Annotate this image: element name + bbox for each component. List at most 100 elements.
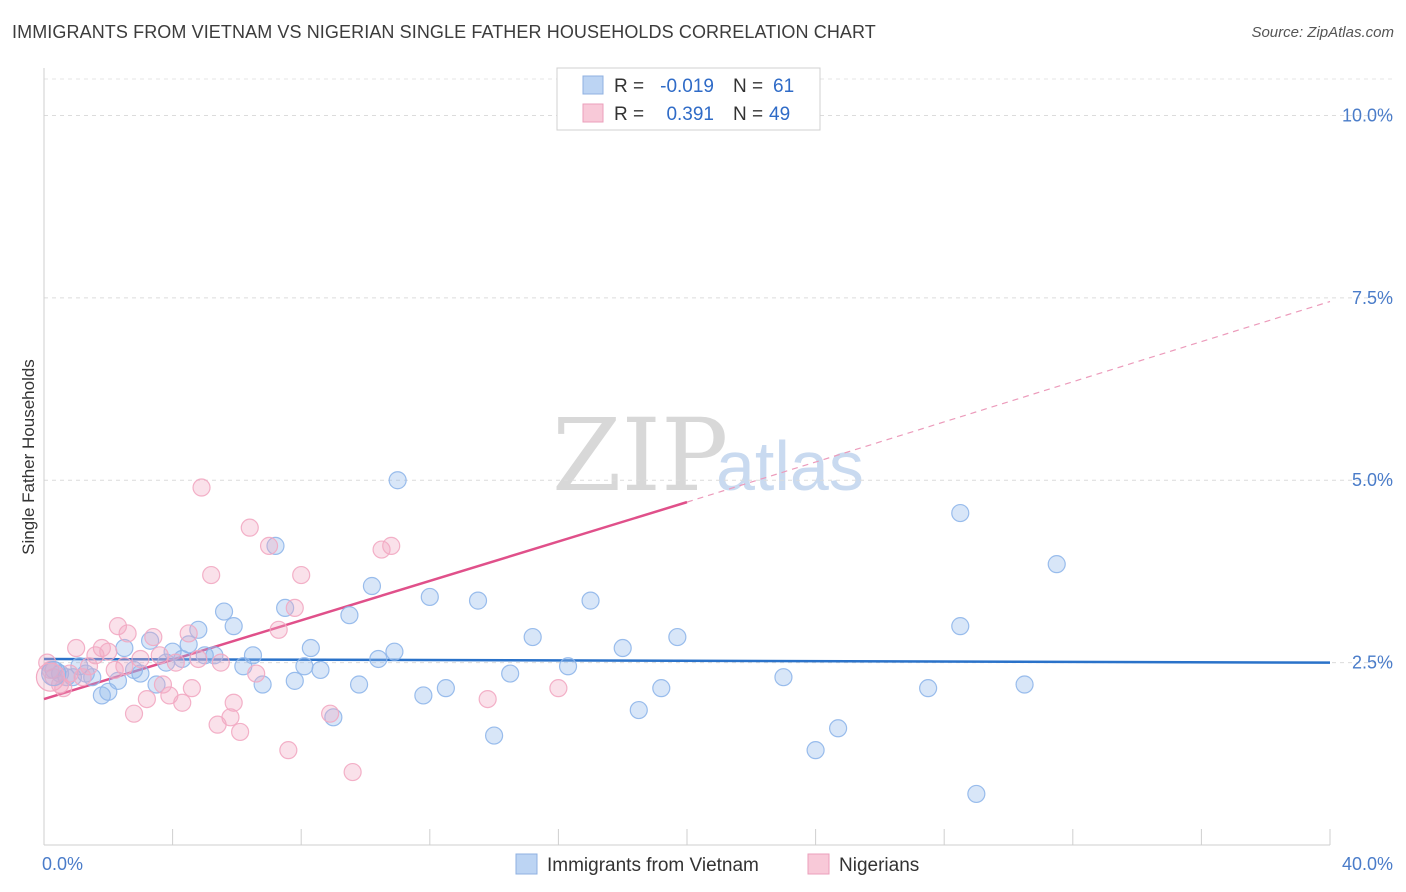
point-nigerians xyxy=(382,536,401,555)
point-vietnam xyxy=(295,657,314,676)
point-vietnam-cluster xyxy=(41,660,67,687)
point-nigerians xyxy=(292,565,311,585)
legend-swatch-nigerians xyxy=(582,103,604,123)
point-vietnam xyxy=(829,719,848,738)
point-nigerians xyxy=(108,617,128,636)
watermark-atlas: atlas xyxy=(716,427,864,505)
series-legend-label-nigerians: Nigerians xyxy=(839,855,919,876)
point-vietnam xyxy=(266,536,285,555)
point-nigerians xyxy=(372,540,391,559)
chart-title: IMMIGRANTS FROM VIETNAM VS NIGERIAN SING… xyxy=(12,22,876,42)
point-vietnam xyxy=(147,675,166,694)
point-vietnam xyxy=(131,664,150,683)
y-tick-label: 10.0% xyxy=(1342,105,1393,125)
legend-n-label-1: N = xyxy=(733,76,763,97)
data-points xyxy=(35,106,1066,804)
series-legend: Immigrants from Vietnam Nigerians xyxy=(515,853,919,876)
point-nigerians xyxy=(269,620,288,639)
point-vietnam xyxy=(1015,675,1034,694)
point-nigerians xyxy=(192,478,211,497)
point-vietnam xyxy=(967,784,986,804)
point-nigerians xyxy=(179,624,198,643)
series-legend-swatch-vietnam xyxy=(515,853,538,875)
point-vietnam xyxy=(385,642,404,661)
point-nigerians xyxy=(549,679,568,698)
point-vietnam xyxy=(951,617,970,636)
point-vietnam xyxy=(652,679,671,698)
point-nigerians xyxy=(105,660,124,680)
legend-swatch-vietnam xyxy=(582,75,604,95)
point-vietnam xyxy=(558,657,578,676)
legend-n-value-1: 61 xyxy=(773,76,794,97)
trend-line-vietnam xyxy=(43,657,1331,664)
point-vietnam xyxy=(189,620,208,639)
point-nigerians xyxy=(247,664,266,683)
legend-r-value-1: -0.019 xyxy=(660,76,714,97)
point-vietnam xyxy=(243,646,263,665)
point-vietnam xyxy=(436,679,455,698)
point-vietnam xyxy=(501,664,520,683)
point-nigerians xyxy=(189,649,208,669)
point-vietnam xyxy=(340,606,359,625)
point-vietnam xyxy=(668,627,687,647)
legend-n-label-2: N = xyxy=(733,104,763,125)
point-vietnam xyxy=(468,591,488,610)
chart-source: Source: ZipAtlas.com xyxy=(1251,24,1394,41)
point-vietnam xyxy=(1047,555,1066,574)
point-nigerians xyxy=(79,657,99,676)
point-nigerians xyxy=(478,689,497,709)
point-vietnam xyxy=(414,686,433,705)
point-nigerians xyxy=(131,649,150,669)
point-nigerians xyxy=(73,668,92,687)
gridlines xyxy=(44,78,1392,664)
point-nigerians xyxy=(115,657,134,676)
y-tick-label: 2.5% xyxy=(1352,653,1393,673)
series-legend-label-vietnam: Immigrants from Vietnam xyxy=(547,855,759,876)
legend-n-value-2: 49 xyxy=(769,104,790,125)
point-nigerians xyxy=(137,689,156,709)
point-vietnam xyxy=(362,576,382,596)
point-nigerians xyxy=(285,598,304,618)
point-vietnam xyxy=(349,675,369,694)
point-nigerians xyxy=(240,518,259,537)
x-tick-label-max: 40.0% xyxy=(1342,854,1393,874)
point-vietnam xyxy=(369,649,388,669)
y-tick-label: 7.5% xyxy=(1352,288,1393,308)
trend-lines xyxy=(43,300,1331,701)
point-vietnam xyxy=(613,638,632,658)
trend-line-nigerians-extension xyxy=(686,300,1331,503)
point-nigerians xyxy=(211,653,230,672)
point-vietnam xyxy=(629,700,648,720)
point-nigerians xyxy=(67,638,86,658)
point-vietnam xyxy=(253,675,272,694)
point-vietnam xyxy=(951,503,970,523)
trend-line-nigerians xyxy=(43,500,688,701)
point-nigerians xyxy=(182,679,201,698)
legend-r-value-2: 0.391 xyxy=(666,104,714,125)
point-nigerians xyxy=(166,653,185,672)
point-nigerians xyxy=(153,675,173,694)
point-vietnam xyxy=(523,627,542,647)
legend-r-label-2: R = xyxy=(614,104,644,125)
point-vietnam xyxy=(919,679,938,698)
point-nigerians xyxy=(150,646,169,665)
point-vietnam xyxy=(276,598,295,618)
point-vietnam xyxy=(70,657,89,676)
point-vietnam xyxy=(806,741,825,760)
point-vietnam xyxy=(285,671,304,690)
point-nigerians xyxy=(173,693,192,712)
point-vietnam xyxy=(311,660,330,680)
point-nigerians xyxy=(279,741,298,760)
y-tick-label: 5.0% xyxy=(1352,470,1393,490)
point-nigerians xyxy=(124,704,144,723)
point-nigerians xyxy=(118,624,137,643)
point-vietnam xyxy=(581,591,600,610)
point-nigerians xyxy=(321,704,340,723)
point-nigerians xyxy=(224,693,243,712)
watermark-zip: ZIP xyxy=(552,397,728,514)
axes xyxy=(43,68,1331,846)
point-vietnam xyxy=(420,587,439,607)
y-tick-labels: 2.5% 5.0% 7.5% 10.0% xyxy=(1342,105,1393,672)
point-vietnam xyxy=(214,602,234,621)
